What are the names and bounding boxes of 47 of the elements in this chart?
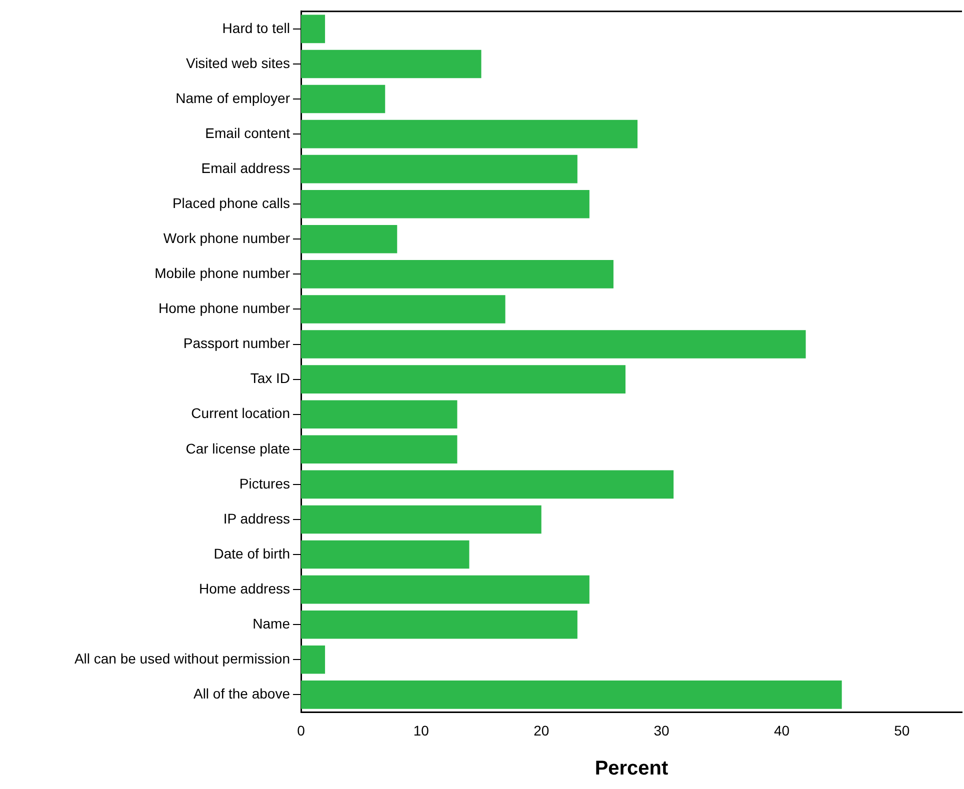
bar bbox=[301, 50, 482, 78]
x-tick-label: 30 bbox=[654, 722, 670, 738]
bar bbox=[301, 120, 638, 148]
y-tick-label: Name of employer bbox=[176, 90, 290, 106]
x-tick-label: 20 bbox=[534, 722, 550, 738]
y-tick-label: Name bbox=[252, 615, 290, 632]
bar bbox=[301, 505, 542, 534]
bar bbox=[301, 435, 458, 464]
bar bbox=[301, 470, 674, 499]
bar bbox=[301, 645, 326, 674]
bar bbox=[301, 330, 806, 358]
bar bbox=[301, 575, 590, 604]
x-axis-title: Percent bbox=[594, 758, 669, 780]
bar bbox=[301, 84, 386, 114]
x-tick-label: 50 bbox=[894, 722, 910, 738]
y-tick-label: Car license plate bbox=[186, 440, 290, 456]
bar bbox=[301, 680, 842, 709]
x-tick-label: 10 bbox=[413, 722, 430, 738]
y-tick-label: Date of birth bbox=[214, 545, 290, 562]
y-tick-label: Email address bbox=[201, 160, 290, 176]
y-tick-label: Current location bbox=[191, 405, 290, 422]
bar bbox=[301, 400, 458, 429]
y-tick-label: Placed phone calls bbox=[172, 194, 290, 211]
bar bbox=[301, 540, 470, 569]
bar bbox=[301, 14, 326, 44]
y-tick-label: Work phone number bbox=[163, 230, 290, 246]
bar bbox=[301, 154, 578, 184]
y-tick-label: All of the above bbox=[193, 686, 290, 702]
x-tick-label: 0 bbox=[297, 722, 306, 738]
y-tick-label: Tax ID bbox=[250, 370, 290, 386]
bar bbox=[301, 225, 398, 254]
bar bbox=[301, 610, 578, 639]
y-tick-label: Passport number bbox=[183, 335, 290, 352]
y-tick-label: Home address bbox=[198, 580, 290, 596]
bar bbox=[301, 295, 506, 324]
y-tick-label: Hard to tell bbox=[222, 20, 290, 36]
y-tick-label: Email content bbox=[205, 124, 290, 141]
bar bbox=[301, 260, 614, 288]
y-tick-label: Visited web sites bbox=[186, 54, 290, 71]
bar bbox=[301, 365, 626, 394]
y-tick-label: Mobile phone number bbox=[154, 265, 290, 282]
y-tick-label: Home phone number bbox=[158, 300, 290, 316]
y-tick-label: All can be used without permission bbox=[74, 650, 290, 666]
x-tick-label: 40 bbox=[774, 722, 790, 738]
bar bbox=[301, 190, 590, 218]
y-tick-label: Pictures bbox=[239, 475, 290, 492]
y-tick-label: IP address bbox=[223, 510, 290, 526]
